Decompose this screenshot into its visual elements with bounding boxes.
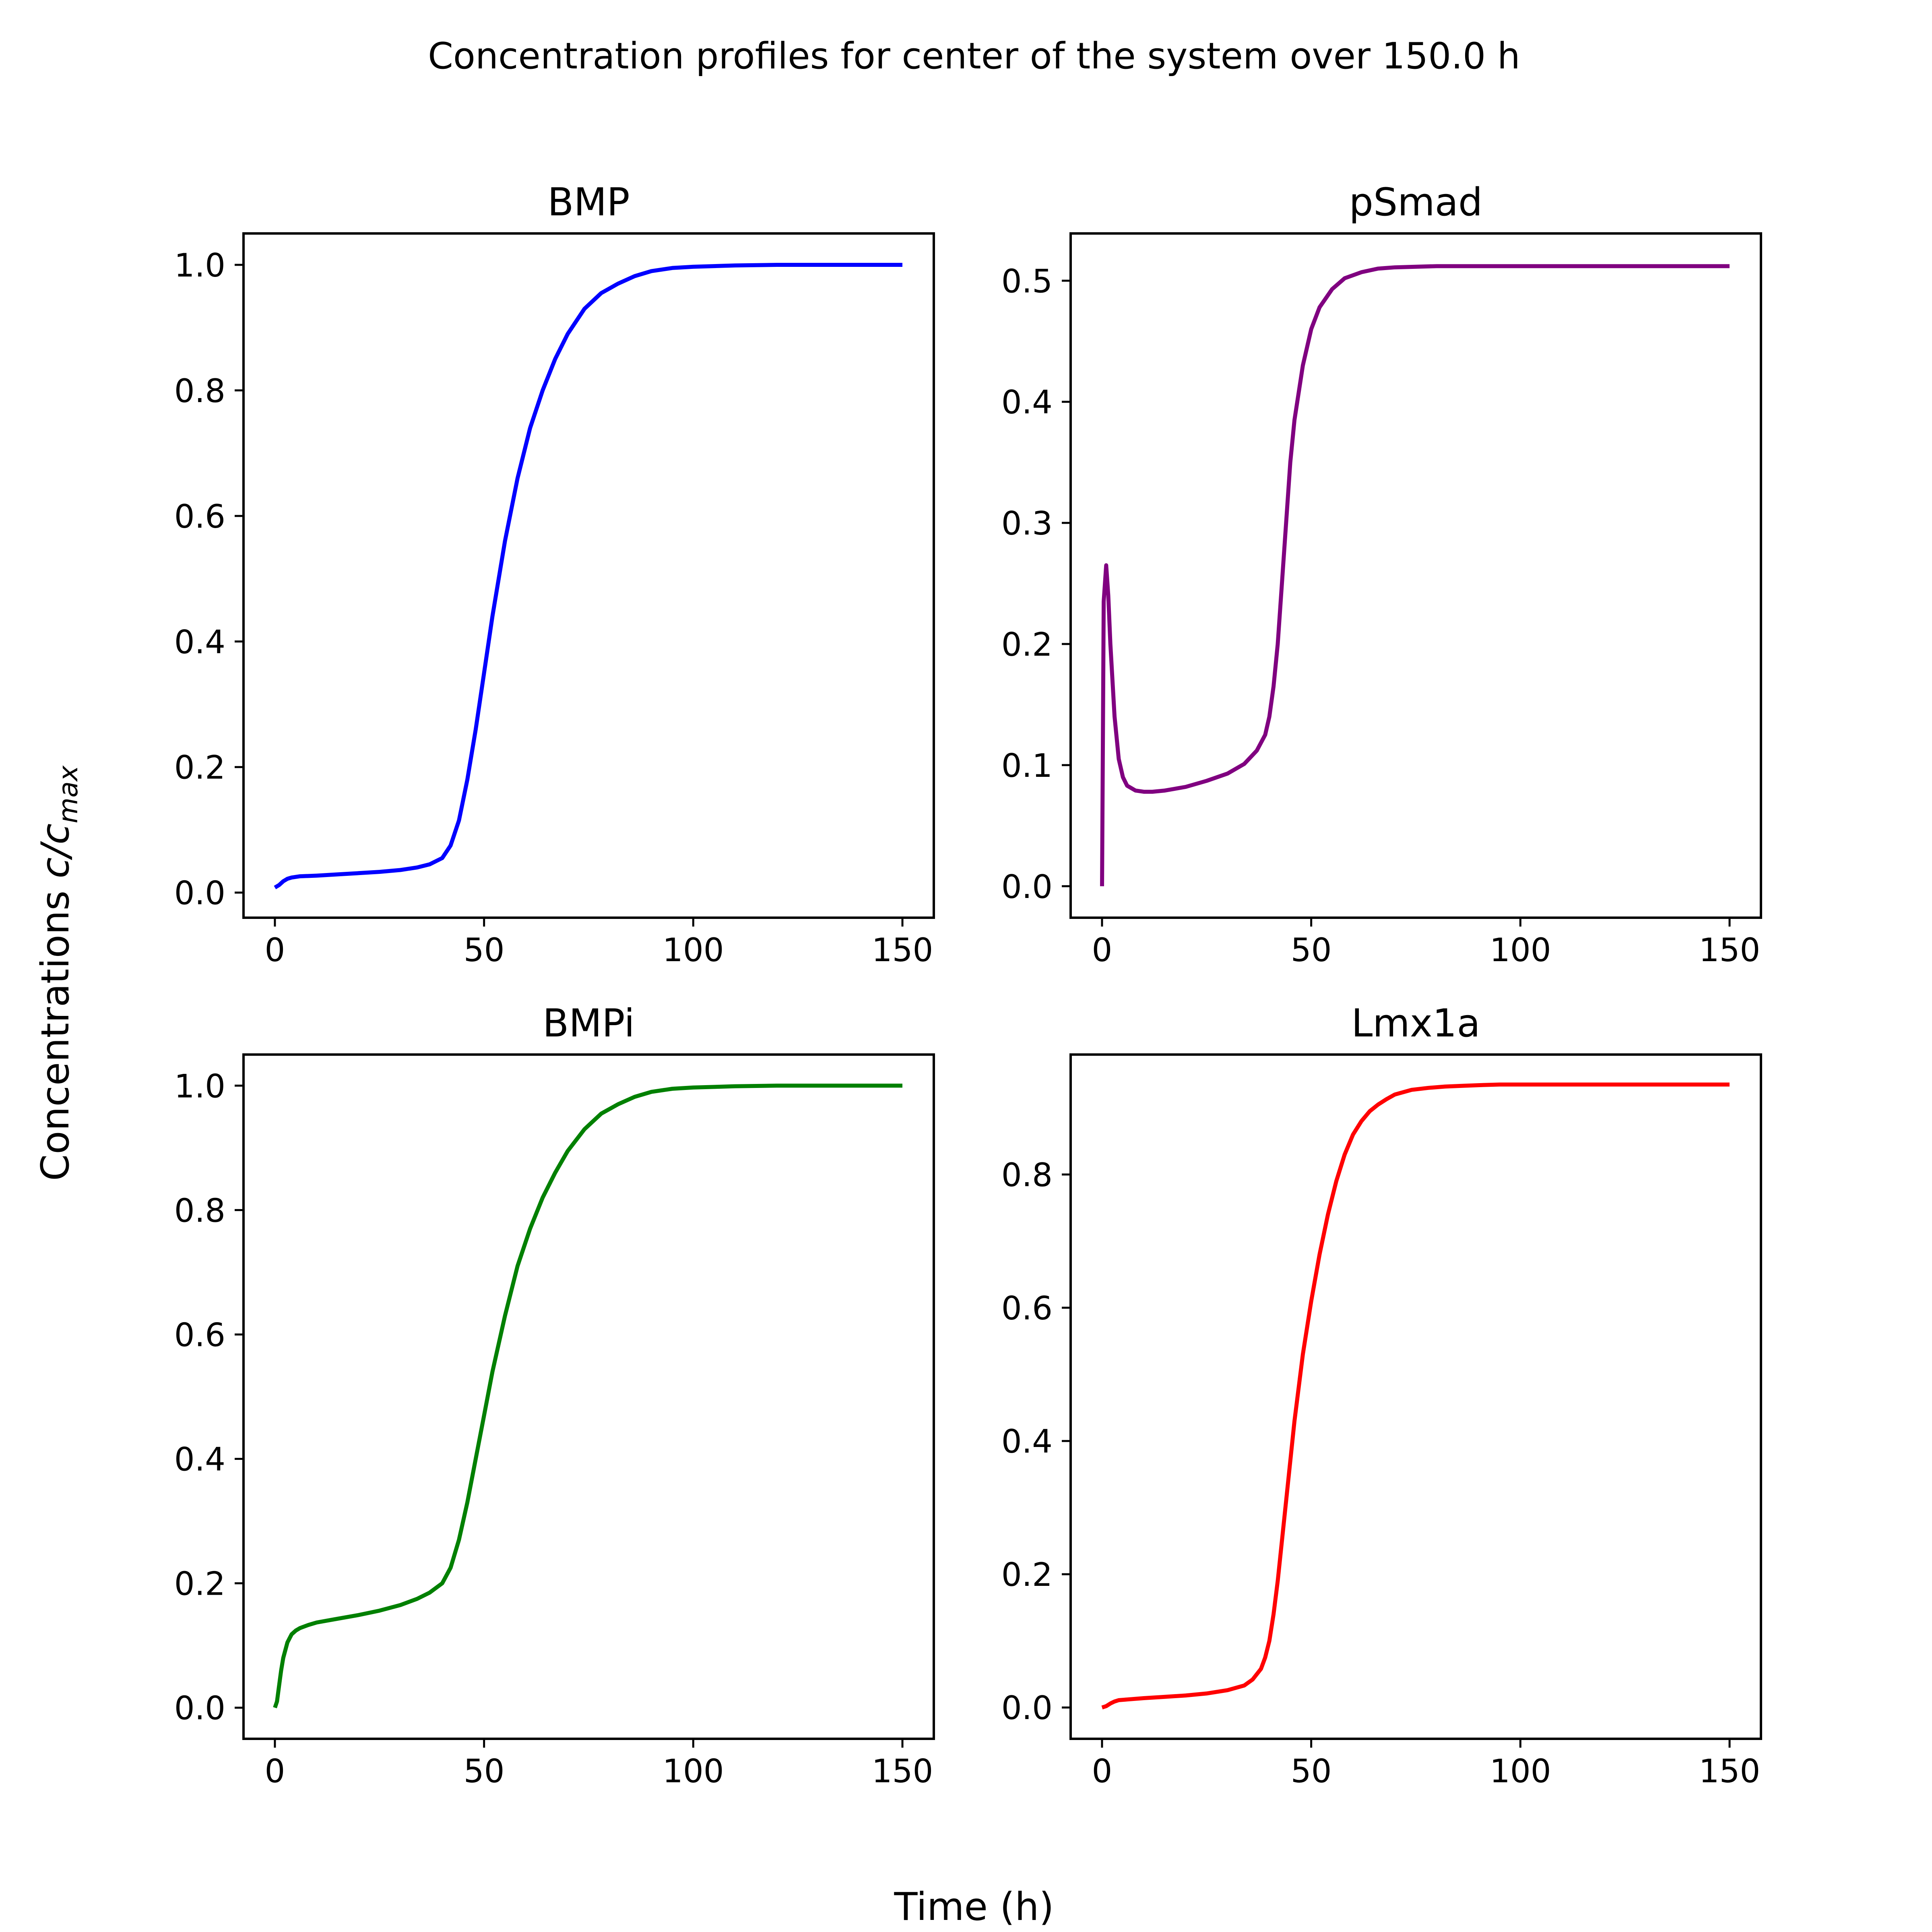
- subplot-title-bmp: BMP: [547, 180, 630, 225]
- subplot-bmp: BMP 0 50 100 150 0.0 0.2 0.4 0.6 0.8 1.0: [174, 180, 935, 969]
- subplot-title-lmx1a: Lmx1a: [1351, 1001, 1480, 1046]
- x-tick-label-psmad: 150: [1699, 931, 1761, 969]
- series-line-psmad: [1100, 264, 1730, 886]
- y-axis-label: Concentrations c/cmax: [33, 765, 84, 1181]
- y-tick-label-lmx1a: 0.2: [1001, 1556, 1053, 1593]
- y-tick-label-psmad: 0.0: [1001, 868, 1053, 906]
- y-tick-label-bmp: 0.6: [174, 498, 225, 535]
- y-tick-label-bmp: 0.8: [174, 372, 225, 410]
- y-tick-label-psmad: 0.3: [1001, 505, 1053, 542]
- x-tick-label-bmpi: 150: [872, 1752, 933, 1790]
- x-tick-label-bmp: 100: [663, 931, 724, 969]
- x-axis-label: Time (h): [894, 1885, 1054, 1929]
- x-tick-label-bmp: 150: [872, 931, 933, 969]
- x-tick-label-lmx1a: 100: [1490, 1752, 1551, 1790]
- x-tick-label-bmp: 50: [464, 931, 505, 969]
- y-tick-label-lmx1a: 0.8: [1001, 1156, 1053, 1194]
- y-tick-label-psmad: 0.4: [1001, 384, 1053, 421]
- y-tick-label-bmpi: 0.0: [174, 1690, 225, 1727]
- x-tick-label-lmx1a: 150: [1699, 1752, 1761, 1790]
- axes-frame-bmpi: [242, 1053, 935, 1740]
- y-tick-label-bmp: 0.2: [174, 749, 225, 786]
- figure-title: Concentration profiles for center of the…: [428, 35, 1520, 77]
- y-tick-label-psmad: 0.5: [1001, 262, 1053, 300]
- series-line-bmp: [274, 263, 902, 890]
- y-tick-label-bmpi: 0.6: [174, 1316, 225, 1354]
- y-tick-label-bmpi: 0.4: [174, 1441, 225, 1478]
- subplot-title-bmpi: BMPi: [543, 1001, 635, 1046]
- x-tick-label-psmad: 50: [1291, 931, 1332, 969]
- subplot-psmad: pSmad 0 50 100 150 0.0 0.1 0.2 0.3 0.4 0.5: [1001, 180, 1762, 969]
- y-tick-label-bmp: 0.4: [174, 623, 225, 661]
- subplot-title-psmad: pSmad: [1349, 180, 1483, 225]
- y-tick-label-lmx1a: 0.0: [1001, 1689, 1053, 1727]
- y-tick-label-bmpi: 0.8: [174, 1192, 225, 1229]
- axes-frame-psmad: [1069, 232, 1762, 919]
- x-tick-label-psmad: 0: [1092, 931, 1113, 969]
- subplot-bmpi: BMPi 0 50 100 150 0.0 0.2 0.4 0.6 0.8 1.0: [174, 1001, 935, 1790]
- x-tick-label-bmpi: 0: [265, 1752, 285, 1790]
- y-tick-label-bmp: 0.0: [174, 875, 225, 912]
- y-tick-label-bmpi: 0.2: [174, 1565, 225, 1603]
- y-tick-label-bmp: 1.0: [174, 247, 225, 284]
- x-tick-label-bmp: 0: [265, 931, 285, 969]
- subplot-lmx1a: Lmx1a 0 50 100 150 0.0 0.2 0.4 0.6 0.8: [1001, 1001, 1762, 1790]
- axes-frame-bmp: [242, 232, 935, 919]
- series-line-bmpi: [273, 1084, 902, 1709]
- y-tick-label-lmx1a: 0.4: [1001, 1423, 1053, 1460]
- y-tick-label-lmx1a: 0.6: [1001, 1290, 1053, 1327]
- subplots-grid: BMP 0 50 100 150 0.0 0.2 0.4 0.6 0.8 1.0 pSmad 0 50 10…: [174, 180, 1762, 1790]
- x-tick-label-bmpi: 50: [464, 1752, 505, 1790]
- x-tick-label-lmx1a: 0: [1092, 1752, 1113, 1790]
- series-line-lmx1a: [1101, 1082, 1730, 1709]
- y-tick-label-psmad: 0.1: [1001, 747, 1053, 784]
- axes-frame-lmx1a: [1069, 1053, 1762, 1740]
- x-tick-label-psmad: 100: [1490, 931, 1551, 969]
- y-tick-label-psmad: 0.2: [1001, 626, 1053, 663]
- y-tick-label-bmpi: 1.0: [174, 1067, 225, 1105]
- x-tick-label-bmpi: 100: [663, 1752, 724, 1790]
- x-tick-label-lmx1a: 50: [1291, 1752, 1332, 1790]
